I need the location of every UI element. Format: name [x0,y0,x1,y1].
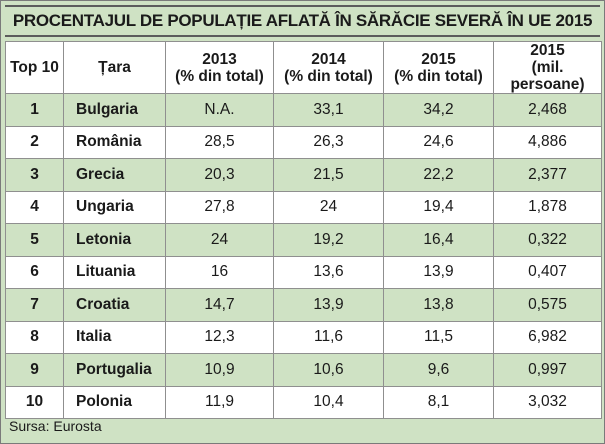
value-2014-cell: 13,9 [273,288,384,322]
country-cell: România [63,125,166,159]
value-2013-cell: 12,3 [165,320,274,354]
value-2013-cell: 28,5 [165,125,274,159]
country-cell: Croatia [63,288,166,322]
value-2013-cell: N.A. [165,93,274,127]
table-row: 7 Croatia 14,7 13,9 13,8 0,575 [5,288,602,322]
header-2014: 2014 (% din total) [273,41,384,94]
table-row: 9 Portugalia 10,9 10,6 9,6 0,997 [5,353,602,387]
table-row: 6 Lituania 16 13,6 13,9 0,407 [5,255,602,289]
country-cell: Grecia [63,158,166,192]
value-2013-cell: 20,3 [165,158,274,192]
value-2015-mil-cell: 2,377 [493,158,602,192]
value-2015-cell: 11,5 [383,320,494,354]
country-cell: Portugalia [63,353,166,387]
value-2014-cell: 26,3 [273,125,384,159]
rank-cell: 4 [5,190,64,224]
value-2015-cell: 24,6 [383,125,494,159]
rank-cell: 1 [5,93,64,127]
value-2015-mil-cell: 0,407 [493,255,602,289]
value-2015-mil-cell: 0,575 [493,288,602,322]
value-2014-cell: 24 [273,190,384,224]
rank-cell: 5 [5,223,64,257]
value-2015-cell: 16,4 [383,223,494,257]
value-2015-cell: 9,6 [383,353,494,387]
value-2015-mil-cell: 1,878 [493,190,602,224]
value-2013-cell: 16 [165,255,274,289]
header-rank: Top 10 [5,41,64,94]
value-2015-mil-cell: 0,322 [493,223,602,257]
table-row: 10 Polonia 11,9 10,4 8,1 3,032 [5,385,602,419]
value-2015-mil-cell: 0,997 [493,353,602,387]
table-row: 2 România 28,5 26,3 24,6 4,886 [5,125,602,159]
country-cell: Lituania [63,255,166,289]
rank-cell: 6 [5,255,64,289]
value-2015-mil-cell: 3,032 [493,385,602,419]
value-2015-mil-cell: 2,468 [493,93,602,127]
value-2013-cell: 27,8 [165,190,274,224]
source-note: Sursa: Eurosta [9,418,102,434]
value-2015-cell: 34,2 [383,93,494,127]
rank-cell: 10 [5,385,64,419]
country-cell: Letonia [63,223,166,257]
country-cell: Bulgaria [63,93,166,127]
table-row: 3 Grecia 20,3 21,5 22,2 2,377 [5,158,602,192]
country-cell: Ungaria [63,190,166,224]
value-2014-cell: 11,6 [273,320,384,354]
header-2015-mil: 2015 (mil. persoane) [493,41,602,94]
value-2015-cell: 8,1 [383,385,494,419]
value-2014-cell: 10,6 [273,353,384,387]
value-2013-cell: 11,9 [165,385,274,419]
value-2014-cell: 10,4 [273,385,384,419]
country-cell: Italia [63,320,166,354]
header-2015-pct: 2015 (% din total) [383,41,494,94]
value-2014-cell: 21,5 [273,158,384,192]
table-row: 8 Italia 12,3 11,6 11,5 6,982 [5,320,602,354]
value-2014-cell: 19,2 [273,223,384,257]
header-row: Top 10 Țara 2013 (% din total) 2014 (% din… [5,41,602,94]
rank-cell: 9 [5,353,64,387]
table-row: 1 Bulgaria N.A. 33,1 34,2 2,468 [5,93,602,127]
value-2015-mil-cell: 4,886 [493,125,602,159]
rank-cell: 8 [5,320,64,354]
value-2015-mil-cell: 6,982 [493,320,602,354]
value-2013-cell: 10,9 [165,353,274,387]
poverty-table: Top 10 Țara 2013 (% din total) 2014 (% din… [5,41,602,419]
value-2013-cell: 24 [165,223,274,257]
rank-cell: 2 [5,125,64,159]
value-2014-cell: 33,1 [273,93,384,127]
value-2015-cell: 13,8 [383,288,494,322]
rank-cell: 3 [5,158,64,192]
value-2015-cell: 13,9 [383,255,494,289]
table-row: 5 Letonia 24 19,2 16,4 0,322 [5,223,602,257]
value-2015-cell: 22,2 [383,158,494,192]
table-row: 4 Ungaria 27,8 24 19,4 1,878 [5,190,602,224]
rank-cell: 7 [5,288,64,322]
value-2013-cell: 14,7 [165,288,274,322]
table-title: PROCENTAJUL DE POPULAȚIE AFLATĂ ÎN SĂRĂC… [5,5,600,37]
header-2013: 2013 (% din total) [165,41,274,94]
header-country: Țara [63,41,166,94]
value-2015-cell: 19,4 [383,190,494,224]
value-2014-cell: 13,6 [273,255,384,289]
